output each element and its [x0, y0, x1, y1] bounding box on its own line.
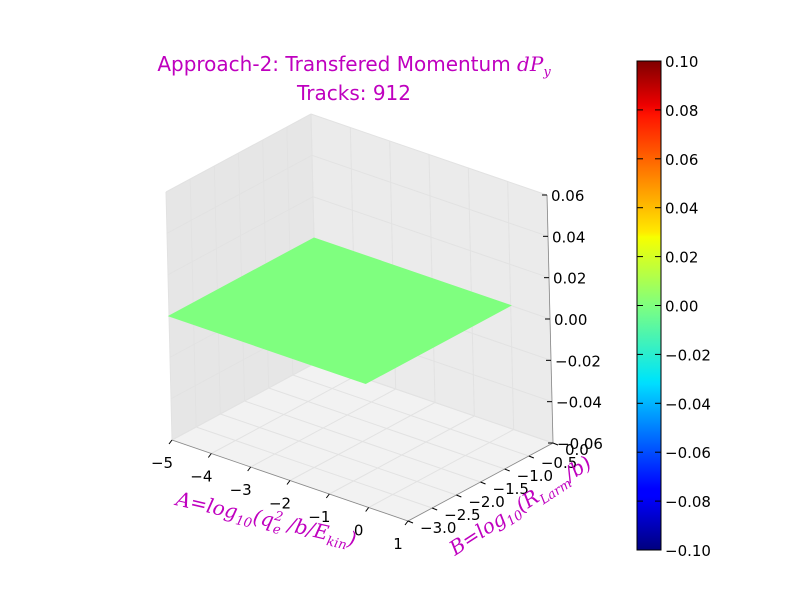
- colorbar: −0.10 −0.08 −0.06 −0.04 −0.02 0.00 0.02 0.04 0.0…: [636, 53, 711, 560]
- colorbar-tick-label: 0.10: [665, 53, 698, 71]
- grid-line: [220, 413, 457, 496]
- grid-line: [268, 387, 505, 470]
- grid-line: [312, 196, 550, 279]
- y-tick-label: −2.5: [444, 506, 480, 524]
- x-tick-label: −2: [269, 495, 291, 513]
- colorbar-tick-label: −0.10: [665, 542, 711, 560]
- z-tick-label: 0.00: [554, 311, 587, 329]
- y-tick-label: −1.0: [517, 467, 553, 485]
- z-tick-label: −0.06: [557, 435, 603, 453]
- grid-line: [167, 196, 314, 276]
- colorbar-tick-label: 0.04: [665, 200, 698, 218]
- y-tick-label: −2.0: [468, 493, 504, 511]
- y-tick-mark: [407, 520, 414, 524]
- x-tick-label: −1: [308, 508, 330, 526]
- grid-line: [165, 113, 312, 193]
- grid-line: [166, 154, 313, 234]
- y-tick-mark: [528, 455, 535, 459]
- x-tick-mark: [168, 439, 173, 445]
- x-axis-label: A=log10(q2e /b/Ekin): [171, 486, 359, 555]
- y-tick-mark: [431, 507, 438, 511]
- grid-line: [244, 400, 481, 483]
- y-tick-mark: [552, 442, 559, 446]
- axes-3d: −5−4−3−2−101−3.0−2.5−2.0−1.5−1.0−0.50.0−…: [151, 113, 603, 553]
- z-tick-label: 0.04: [552, 228, 585, 246]
- colorbar-tick-label: 0.00: [665, 298, 698, 316]
- colorbar-tick-label: 0.02: [665, 249, 698, 267]
- x-tick-mark: [286, 480, 291, 485]
- x-tick-label: −4: [190, 468, 212, 486]
- chart-subtitle: Tracks: 912: [296, 81, 411, 105]
- y-tick-label: −1.5: [493, 480, 529, 498]
- grid-line: [196, 426, 433, 509]
- y-tick-label: 0.0: [565, 441, 589, 459]
- grid-line: [171, 361, 318, 441]
- x-tick-mark: [247, 466, 252, 472]
- x-tick-label: −3: [230, 481, 252, 499]
- y-tick-mark: [480, 481, 486, 485]
- y-tick-mark: [456, 494, 462, 498]
- chart-title: Approach-2: Transfered Momentum dPy: [157, 52, 551, 80]
- surface-plane: [167, 237, 512, 385]
- colorbar-ticks: −0.10 −0.08 −0.06 −0.04 −0.02 0.00 0.02 0.04 0.0…: [637, 53, 711, 560]
- y-tick-label: −0.5: [541, 454, 577, 472]
- grid-line: [292, 374, 529, 457]
- z-tick-label: 0.06: [551, 187, 584, 205]
- z-tick-label: −0.04: [556, 394, 602, 412]
- z-tick-label: −0.02: [555, 352, 601, 370]
- x-tick-mark: [404, 520, 409, 526]
- colorbar-tick-label: −0.08: [665, 493, 711, 511]
- x-tick-label: −5: [151, 454, 173, 472]
- x-tick-mark: [365, 507, 370, 512]
- y-tick-label: −3.0: [420, 519, 456, 537]
- x-tick-mark: [325, 493, 330, 499]
- grid-line: [311, 154, 549, 237]
- colorbar-tick-label: −0.02: [665, 346, 711, 364]
- colorbar-tick-label: 0.08: [665, 102, 698, 120]
- y-tick-mark: [504, 468, 510, 472]
- z-tick-label: 0.02: [553, 270, 586, 288]
- grid-line: [310, 113, 548, 196]
- x-tick-label: 1: [393, 535, 403, 553]
- colorbar-tick-label: 0.06: [665, 151, 698, 169]
- x-tick-mark: [207, 453, 212, 458]
- colorbar-tick-label: −0.06: [665, 444, 711, 462]
- colorbar-tick-label: −0.04: [665, 395, 711, 413]
- x-tick-label: 0: [354, 522, 364, 540]
